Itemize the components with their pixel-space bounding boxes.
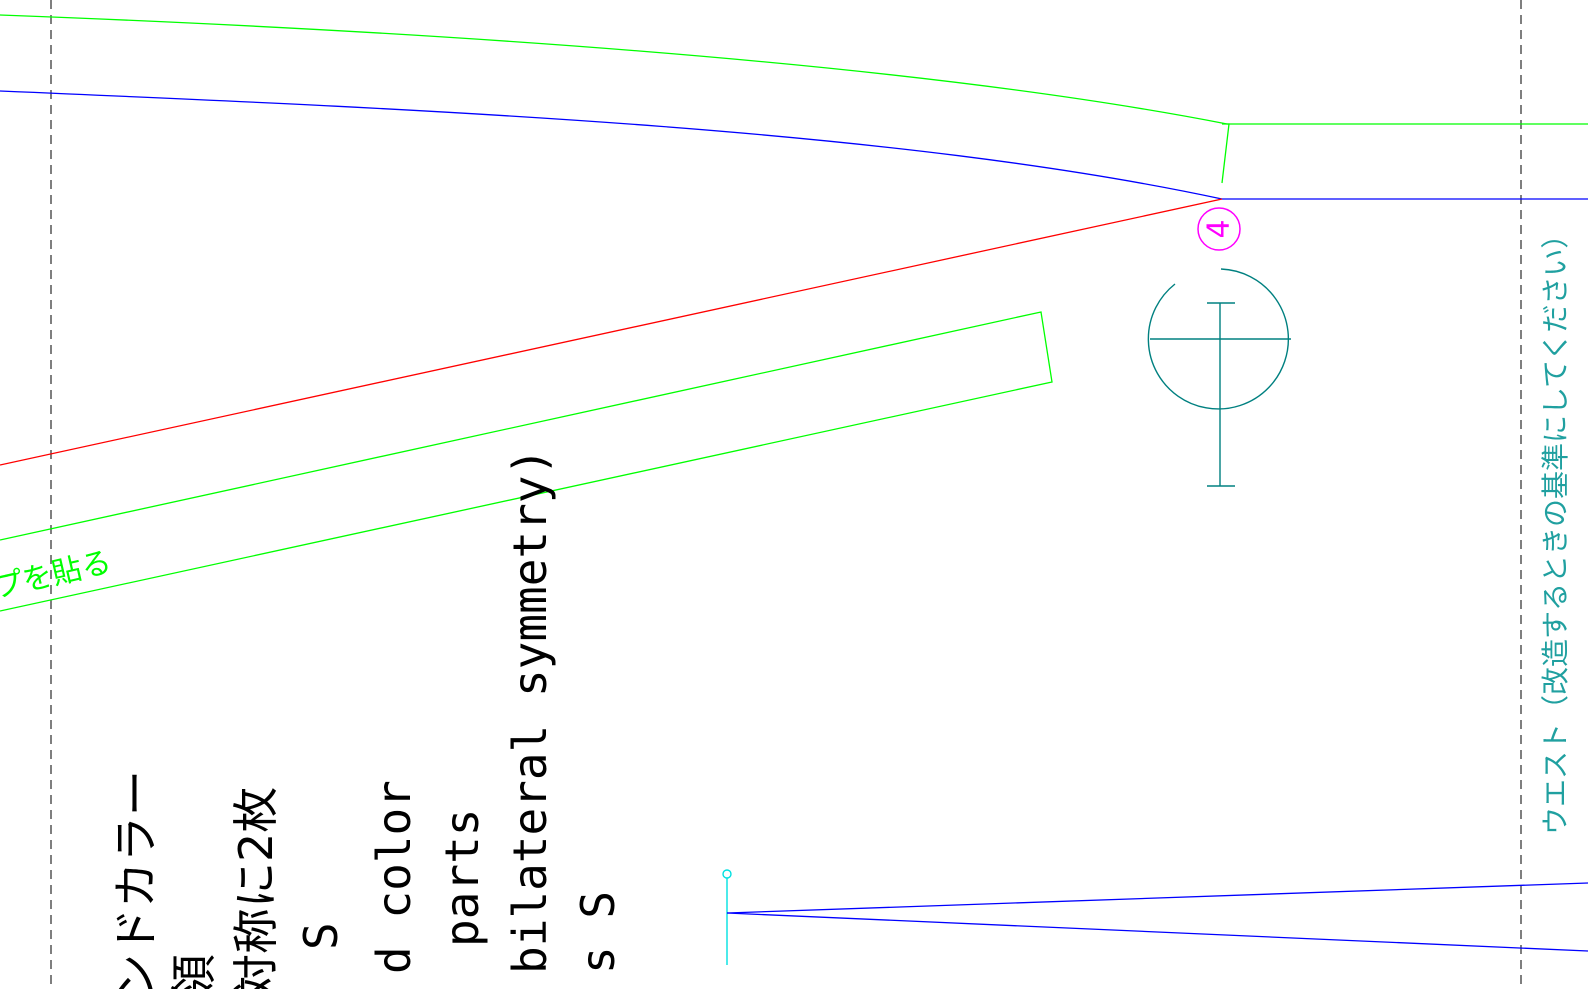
tape-note: プを貼る <box>0 545 115 606</box>
label-line-symmetry-jp: 対称に2枚 <box>229 787 283 989</box>
label-line-collar-name: ンドカラー <box>109 770 163 989</box>
label-line-part: 領 <box>167 954 221 989</box>
label-line-parts: parts <box>435 809 489 947</box>
tape-strip-outline <box>0 311 1053 612</box>
collar-finish-line-curve <box>0 90 1588 200</box>
label-line-color: d color <box>367 780 421 974</box>
collar-seam-allowance-curve <box>0 14 1588 125</box>
label-line-symmetry-en: bilateral symmetry) <box>503 448 557 974</box>
dart-line-lower <box>726 912 1588 952</box>
label-line-size: S <box>294 922 348 950</box>
piece-label-block: ンドカラー 領 対称に2枚 S d color parts bilateral … <box>109 448 625 989</box>
grainline-symbol <box>1147 268 1291 487</box>
fold-line <box>0 198 1223 466</box>
notch-pin-symbol <box>722 869 732 965</box>
dart-line-upper <box>726 882 1588 914</box>
label-line-size-2: s S <box>571 891 625 974</box>
collar-notch-mark <box>1221 123 1230 184</box>
piece-number-text: 4 <box>1202 219 1237 238</box>
piece-number-marker: 4 <box>1197 207 1241 251</box>
waist-note: ウエスト（改造するときの基準にしてください） <box>1539 221 1572 835</box>
